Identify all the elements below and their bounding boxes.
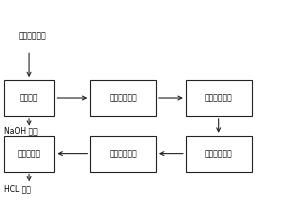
Bar [90,80,156,116]
Bar [4,80,54,116]
Text: 煤化工濃鹽水: 煤化工濃鹽水 [19,31,46,40]
Text: 調節水箱: 調節水箱 [20,94,38,103]
Bar [4,136,54,171]
Text: 納濾分離工艺: 納濾分離工艺 [109,149,137,158]
Bar [186,136,251,171]
Text: NaOH 堿液: NaOH 堿液 [4,126,38,135]
Bar [186,80,251,116]
Text: 電解膜工艺: 電解膜工艺 [17,149,41,158]
Text: 臭氧催化氧化: 臭氧催化氧化 [205,149,232,158]
Text: 離子樹脂交換: 離子樹脂交換 [205,94,232,103]
Text: 多介質過濾器: 多介質過濾器 [109,94,137,103]
Text: HCL 酸液: HCL 酸液 [4,184,31,193]
Bar [90,136,156,171]
